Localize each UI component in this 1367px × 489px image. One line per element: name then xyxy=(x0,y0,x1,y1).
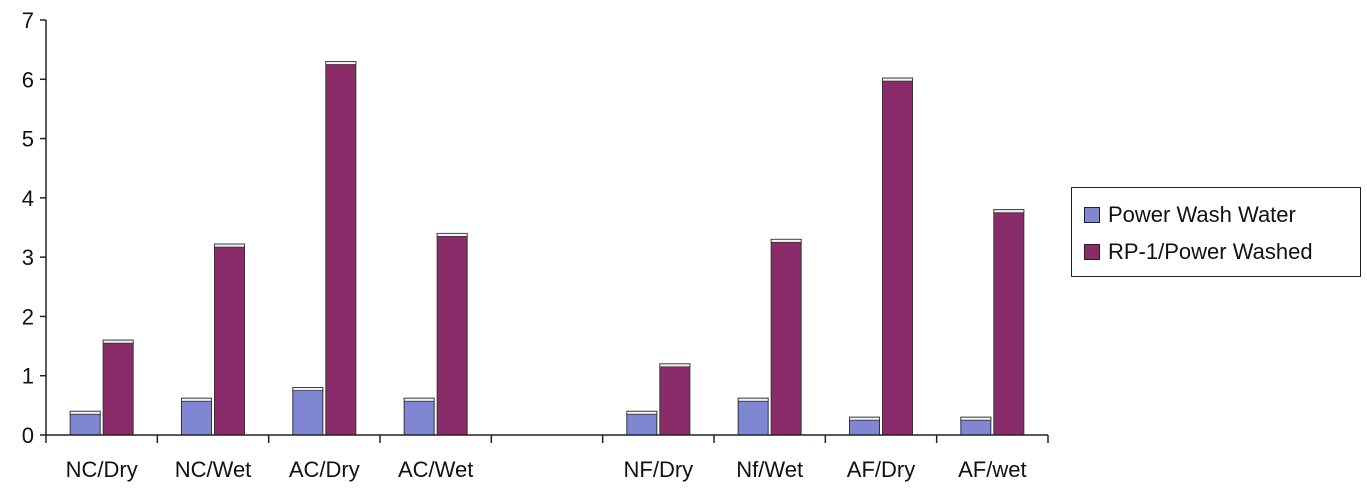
y-tick-label: 5 xyxy=(22,127,34,152)
legend-label: Power Wash Water xyxy=(1108,202,1296,227)
legend-item-rp1-power-washed: RP-1/Power Washed xyxy=(1084,237,1313,267)
y-tick-label: 4 xyxy=(22,186,34,211)
bar xyxy=(292,387,324,436)
bar xyxy=(849,416,880,436)
bar xyxy=(882,77,913,436)
x-tick-label: AF/Dry xyxy=(847,457,915,482)
bar xyxy=(960,416,992,436)
y-tick-label: 3 xyxy=(22,245,34,270)
x-tick-label: NC/Dry xyxy=(66,457,138,482)
x-tick-label: NC/Wet xyxy=(175,457,252,482)
x-tick-label: AF/wet xyxy=(958,457,1026,482)
y-tick-label: 6 xyxy=(22,67,34,92)
bar xyxy=(102,339,134,436)
bar xyxy=(770,238,802,436)
x-tick-label: AC/Dry xyxy=(289,457,360,482)
bar xyxy=(69,410,101,436)
x-tick-label: NF/Dry xyxy=(624,457,694,482)
bar xyxy=(214,243,245,436)
y-tick-label: 7 xyxy=(22,8,34,33)
x-tick-label: AC/Wet xyxy=(398,457,473,482)
x-axis-ticks: NC/Dry NC/Wet AC/Dry AC/Wet NF/Dry Nf/Wet AF/D… xyxy=(45,435,1049,482)
bar xyxy=(403,397,435,436)
bar xyxy=(325,61,357,436)
bar xyxy=(993,209,1025,436)
legend: Power Wash Water RP-1/Power Washed xyxy=(1071,187,1361,277)
y-tick-label: 0 xyxy=(22,423,34,448)
legend-swatch-rp1-power-washed xyxy=(1084,244,1100,260)
y-tick-label: 1 xyxy=(22,364,34,389)
legend-label: RP-1/Power Washed xyxy=(1108,239,1313,264)
legend-item-power-wash-water: Power Wash Water xyxy=(1084,200,1296,230)
legend-swatch-power-wash-water xyxy=(1084,207,1100,223)
bar xyxy=(181,397,212,436)
bars xyxy=(69,61,1025,436)
bar xyxy=(436,232,468,436)
x-tick-label: Nf/Wet xyxy=(736,457,803,482)
y-axis-ticks: 0 1 2 3 4 5 6 7 xyxy=(22,8,46,448)
bar xyxy=(626,410,658,436)
bar xyxy=(737,397,769,436)
y-tick-label: 2 xyxy=(22,304,34,329)
bar xyxy=(659,363,691,436)
